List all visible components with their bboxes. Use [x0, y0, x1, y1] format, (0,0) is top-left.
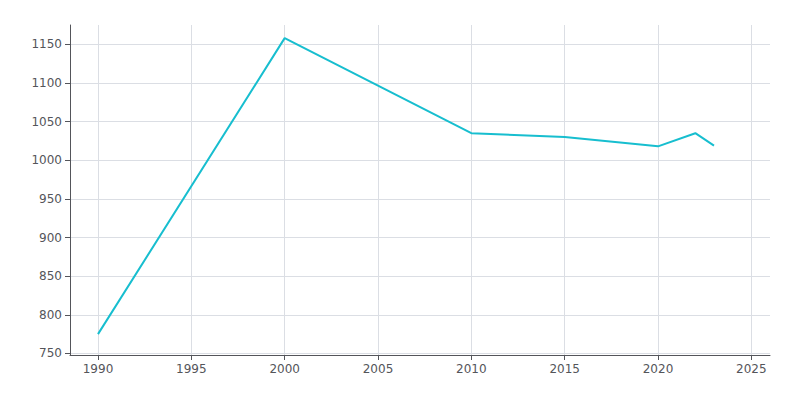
svg-text:1100: 1100: [31, 76, 62, 90]
svg-text:1150: 1150: [31, 37, 62, 51]
svg-text:2005: 2005: [363, 362, 394, 376]
svg-text:900: 900: [39, 231, 62, 245]
svg-text:1050: 1050: [31, 115, 62, 129]
svg-text:750: 750: [39, 346, 62, 360]
svg-text:2025: 2025: [736, 362, 767, 376]
svg-text:950: 950: [39, 192, 62, 206]
svg-text:1990: 1990: [83, 362, 114, 376]
svg-text:800: 800: [39, 308, 62, 322]
svg-text:1995: 1995: [176, 362, 207, 376]
svg-text:1000: 1000: [31, 153, 62, 167]
svg-text:2010: 2010: [456, 362, 487, 376]
svg-text:2000: 2000: [269, 362, 300, 376]
svg-text:2020: 2020: [643, 362, 674, 376]
svg-text:850: 850: [39, 269, 62, 283]
svg-text:2015: 2015: [549, 362, 580, 376]
